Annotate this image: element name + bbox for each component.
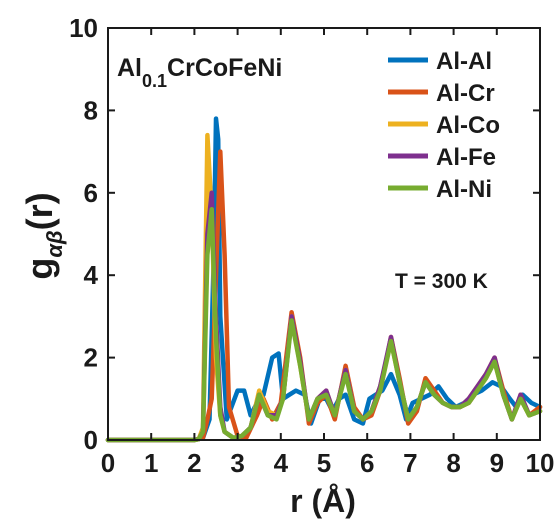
y-tick-label: 2 xyxy=(84,343,98,373)
legend-label-al-al: Al-Al xyxy=(436,48,492,75)
composition-subscript: 0.1 xyxy=(142,71,167,91)
x-tick-label: 2 xyxy=(187,448,201,478)
legend-label-al-cr: Al-Cr xyxy=(436,80,495,107)
y-tick-label: 4 xyxy=(84,260,99,290)
y-axis-label-suffix: (r) xyxy=(19,192,60,230)
y-axis-label: gαβ(r) xyxy=(19,192,67,279)
x-tick-label: 1 xyxy=(144,448,158,478)
y-axis-label-base: g xyxy=(19,258,60,280)
series-line-al-ni xyxy=(105,207,543,443)
y-tick-label: 6 xyxy=(84,178,98,208)
x-tick-label: 10 xyxy=(526,448,555,478)
composition-rest: CrCoFeNi xyxy=(167,54,282,82)
series-layer xyxy=(105,116,543,443)
y-tick-label: 8 xyxy=(84,95,98,125)
x-tick-label: 5 xyxy=(317,448,331,478)
x-tick-label: 4 xyxy=(274,448,289,478)
legend-label-al-ni: Al-Ni xyxy=(436,176,492,203)
x-tick-label: 8 xyxy=(446,448,460,478)
x-tick-label: 6 xyxy=(360,448,374,478)
series-line-al-fe xyxy=(105,190,543,443)
legend-label-al-fe: Al-Fe xyxy=(436,144,496,171)
y-axis-label-subscript: αβ xyxy=(42,230,67,257)
legend: Al-Al Al-Cr Al-Co Al-Fe Al-Ni xyxy=(388,48,500,203)
x-tick-label: 3 xyxy=(230,448,244,478)
temperature-annotation: T = 300 K xyxy=(395,270,488,293)
y-tick-label: 10 xyxy=(69,13,98,43)
composition-annotation: Al0.1CrCoFeNi xyxy=(117,54,282,91)
x-tick-label: 0 xyxy=(101,448,115,478)
x-axis-label: r (Å) xyxy=(290,483,356,519)
x-tick-label: 7 xyxy=(403,448,417,478)
y-tick-label: 0 xyxy=(84,425,98,455)
legend-label-al-co: Al-Co xyxy=(436,112,500,139)
x-tick-label: 9 xyxy=(490,448,504,478)
composition-base: Al xyxy=(117,54,142,82)
